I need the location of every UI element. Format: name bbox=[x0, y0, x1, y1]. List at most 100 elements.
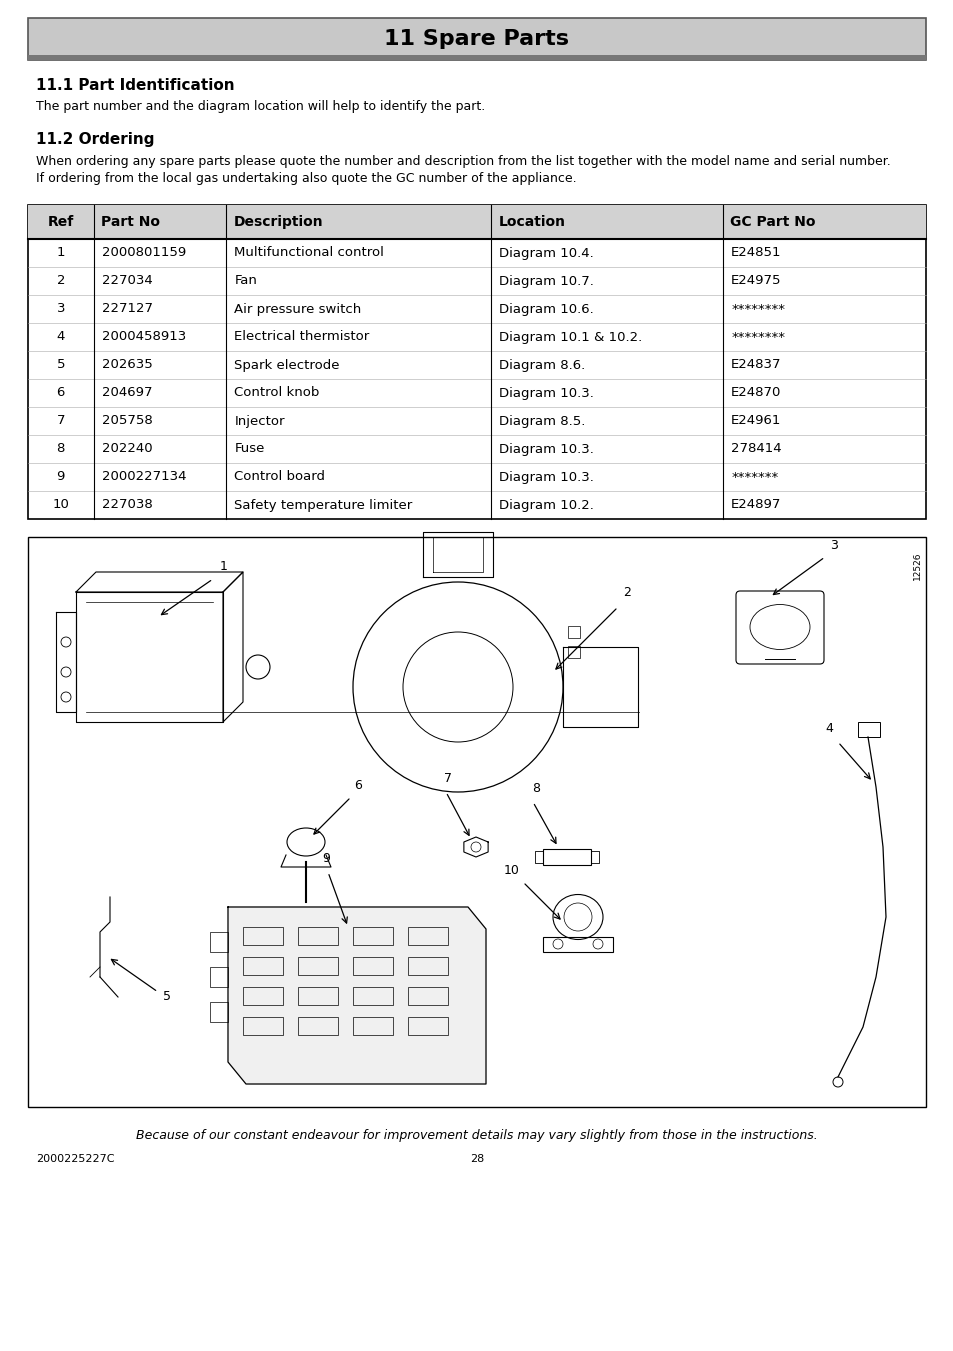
Text: Because of our constant endeavour for improvement details may vary slightly from: Because of our constant endeavour for im… bbox=[136, 1129, 817, 1142]
Text: E24975: E24975 bbox=[730, 274, 781, 288]
Bar bbox=[857, 721, 879, 738]
Bar bbox=[408, 1017, 448, 1035]
Bar bbox=[567, 646, 579, 658]
Text: Description: Description bbox=[233, 215, 323, 230]
Text: 7: 7 bbox=[56, 415, 65, 427]
Text: 6: 6 bbox=[56, 386, 65, 400]
Text: 7: 7 bbox=[443, 771, 452, 785]
Bar bbox=[210, 932, 228, 952]
Bar bbox=[28, 205, 925, 239]
Text: E24870: E24870 bbox=[730, 386, 781, 400]
Text: ********: ******** bbox=[730, 303, 784, 316]
Bar bbox=[353, 988, 393, 1005]
Text: *******: ******* bbox=[730, 470, 778, 484]
Text: 9: 9 bbox=[322, 852, 330, 865]
Text: 11.1 Part Identification: 11.1 Part Identification bbox=[36, 78, 234, 93]
Bar bbox=[28, 536, 925, 1106]
Text: Fuse: Fuse bbox=[234, 443, 265, 455]
Text: Control board: Control board bbox=[234, 470, 325, 484]
Text: 1: 1 bbox=[56, 246, 65, 259]
Bar bbox=[297, 927, 337, 944]
Text: 202240: 202240 bbox=[101, 443, 152, 455]
Bar bbox=[353, 927, 393, 944]
Text: 2000801159: 2000801159 bbox=[101, 246, 186, 259]
Polygon shape bbox=[228, 907, 485, 1084]
Text: 4: 4 bbox=[824, 721, 832, 735]
Text: 10: 10 bbox=[52, 499, 70, 512]
Text: Diagram 10.7.: Diagram 10.7. bbox=[498, 274, 594, 288]
Text: Spark electrode: Spark electrode bbox=[234, 358, 339, 372]
Bar bbox=[408, 957, 448, 975]
Bar bbox=[542, 848, 590, 865]
Text: Diagram 10.2.: Diagram 10.2. bbox=[498, 499, 594, 512]
Text: 3: 3 bbox=[829, 539, 837, 553]
Text: 227038: 227038 bbox=[101, 499, 152, 512]
Bar bbox=[408, 927, 448, 944]
Text: 12526: 12526 bbox=[912, 553, 921, 581]
Bar bbox=[297, 957, 337, 975]
Text: Part No: Part No bbox=[100, 215, 159, 230]
Text: 5: 5 bbox=[163, 990, 171, 1004]
Text: If ordering from the local gas undertaking also quote the GC number of the appli: If ordering from the local gas undertaki… bbox=[36, 172, 576, 185]
Text: 9: 9 bbox=[56, 470, 65, 484]
Text: Diagram 8.5.: Diagram 8.5. bbox=[498, 415, 585, 427]
Text: Control knob: Control knob bbox=[234, 386, 319, 400]
Text: ********: ******** bbox=[730, 331, 784, 343]
Bar bbox=[353, 957, 393, 975]
Text: 10: 10 bbox=[503, 865, 519, 877]
Text: 227127: 227127 bbox=[101, 303, 152, 316]
Text: 3: 3 bbox=[56, 303, 65, 316]
Text: E24851: E24851 bbox=[730, 246, 781, 259]
Text: 2000458913: 2000458913 bbox=[101, 331, 186, 343]
Text: Diagram 10.6.: Diagram 10.6. bbox=[498, 303, 594, 316]
Bar bbox=[567, 626, 579, 638]
Bar bbox=[243, 988, 283, 1005]
Text: 1: 1 bbox=[220, 561, 228, 573]
Text: 2000227134: 2000227134 bbox=[101, 470, 186, 484]
Text: 202635: 202635 bbox=[101, 358, 152, 372]
Bar bbox=[28, 55, 925, 59]
Text: 2: 2 bbox=[56, 274, 65, 288]
Bar bbox=[353, 1017, 393, 1035]
Bar bbox=[210, 967, 228, 988]
Text: 11 Spare Parts: 11 Spare Parts bbox=[384, 28, 569, 49]
Text: 8: 8 bbox=[532, 782, 539, 794]
Text: E24961: E24961 bbox=[730, 415, 781, 427]
Text: 204697: 204697 bbox=[101, 386, 152, 400]
Text: 8: 8 bbox=[56, 443, 65, 455]
Text: Diagram 8.6.: Diagram 8.6. bbox=[498, 358, 585, 372]
Bar bbox=[297, 988, 337, 1005]
Bar bbox=[542, 938, 613, 952]
Bar bbox=[243, 927, 283, 944]
Text: 5: 5 bbox=[56, 358, 65, 372]
Text: Injector: Injector bbox=[234, 415, 285, 427]
Bar bbox=[243, 1017, 283, 1035]
Text: Multifunctional control: Multifunctional control bbox=[234, 246, 384, 259]
Text: 4: 4 bbox=[56, 331, 65, 343]
Text: Electrical thermistor: Electrical thermistor bbox=[234, 331, 370, 343]
Text: 278414: 278414 bbox=[730, 443, 781, 455]
Text: E24837: E24837 bbox=[730, 358, 781, 372]
Bar bbox=[28, 18, 925, 59]
Text: E24897: E24897 bbox=[730, 499, 781, 512]
Text: GC Part No: GC Part No bbox=[729, 215, 815, 230]
Text: Fan: Fan bbox=[234, 274, 257, 288]
Text: Safety temperature limiter: Safety temperature limiter bbox=[234, 499, 413, 512]
Bar bbox=[408, 988, 448, 1005]
Text: 11.2 Ordering: 11.2 Ordering bbox=[36, 132, 154, 147]
Text: 227034: 227034 bbox=[101, 274, 152, 288]
Text: Ref: Ref bbox=[48, 215, 73, 230]
Text: Diagram 10.3.: Diagram 10.3. bbox=[498, 443, 594, 455]
Text: 2: 2 bbox=[622, 586, 630, 598]
Text: Diagram 10.1 & 10.2.: Diagram 10.1 & 10.2. bbox=[498, 331, 642, 343]
Text: Diagram 10.3.: Diagram 10.3. bbox=[498, 386, 594, 400]
Text: Air pressure switch: Air pressure switch bbox=[234, 303, 361, 316]
Text: When ordering any spare parts please quote the number and description from the l: When ordering any spare parts please quo… bbox=[36, 155, 890, 168]
Text: The part number and the diagram location will help to identify the part.: The part number and the diagram location… bbox=[36, 100, 485, 113]
Bar bbox=[28, 205, 925, 519]
Bar bbox=[297, 1017, 337, 1035]
Bar bbox=[243, 957, 283, 975]
Text: 28: 28 bbox=[470, 1154, 483, 1165]
Text: 6: 6 bbox=[354, 780, 361, 792]
Text: Location: Location bbox=[497, 215, 565, 230]
